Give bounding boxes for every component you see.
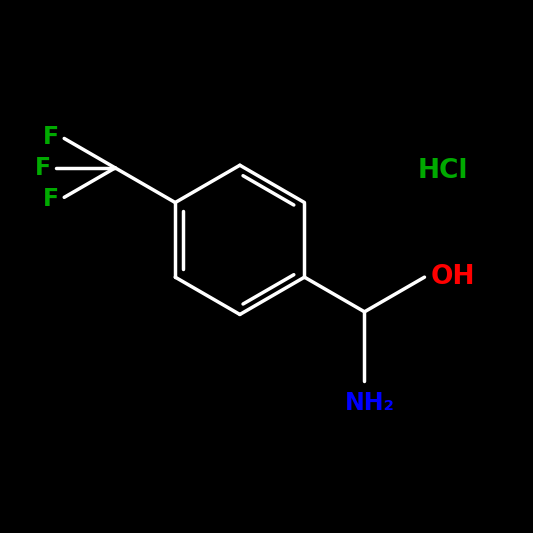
Text: NH₂: NH₂: [345, 391, 395, 415]
Text: F: F: [35, 156, 51, 180]
Text: F: F: [43, 125, 59, 149]
Text: F: F: [43, 187, 59, 211]
Text: OH: OH: [431, 264, 475, 290]
Text: HCl: HCl: [417, 158, 467, 183]
